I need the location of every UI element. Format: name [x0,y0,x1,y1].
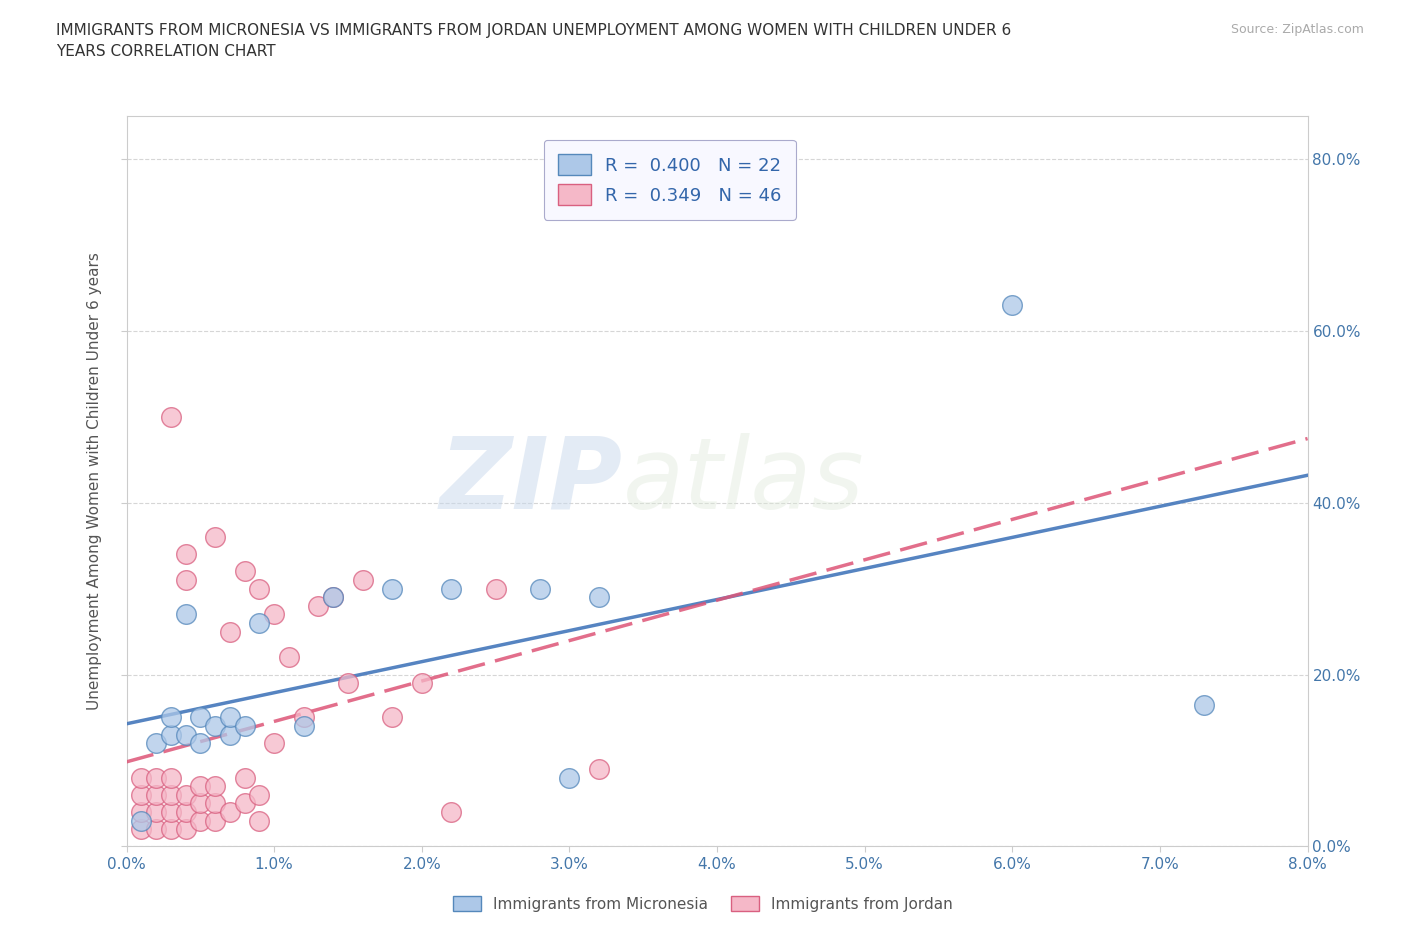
Point [129,813,153,828]
Text: IMMIGRANTS FROM MICRONESIA VS IMMIGRANTS FROM JORDAN UNEMPLOYMENT AMONG WOMEN WI: IMMIGRANTS FROM MICRONESIA VS IMMIGRANTS… [56,23,1011,60]
Point [204,719,226,734]
Point [129,804,153,819]
Point [145,788,167,803]
Point [160,409,183,424]
Point [188,778,212,793]
Point [219,727,242,742]
Point [484,581,508,596]
Point [174,573,197,588]
Point [352,573,374,588]
Point [160,822,183,837]
Point [145,804,167,819]
Text: ZIP: ZIP [440,432,623,530]
Point [174,547,197,562]
Point [440,804,463,819]
Point [322,590,344,604]
Text: Source: ZipAtlas.com: Source: ZipAtlas.com [1230,23,1364,36]
Point [174,727,197,742]
Point [1192,698,1215,712]
Point [129,788,153,803]
Point [145,822,167,837]
Point [129,770,153,785]
Point [1001,298,1024,312]
Point [174,804,197,819]
Point [263,736,285,751]
Point [249,813,271,828]
Point [278,650,301,665]
Point [249,616,271,631]
Point [145,770,167,785]
Point [160,804,183,819]
Point [174,788,197,803]
Point [249,788,271,803]
Point [188,796,212,811]
Point [188,813,212,828]
Point [160,727,183,742]
Point [160,788,183,803]
Point [145,736,167,751]
Point [160,710,183,724]
Point [588,762,610,777]
Point [381,710,404,724]
Point [337,676,360,691]
Point [204,796,226,811]
Text: atlas: atlas [623,432,865,530]
Point [233,770,256,785]
Point [529,581,551,596]
Point [204,813,226,828]
Point [307,598,329,613]
Point [174,822,197,837]
Point [160,770,183,785]
Point [219,710,242,724]
Point [322,590,344,604]
Point [174,607,197,622]
Point [411,676,433,691]
Point [233,719,256,734]
Point [219,804,242,819]
Point [440,581,463,596]
Point [188,736,212,751]
Point [204,530,226,545]
Legend: R =  0.400   N = 22, R =  0.349   N = 46: R = 0.400 N = 22, R = 0.349 N = 46 [544,140,796,219]
Point [219,624,242,639]
Point [188,710,212,724]
Point [263,607,285,622]
Point [292,710,315,724]
Point [558,770,581,785]
Point [292,719,315,734]
Point [381,581,404,596]
Y-axis label: Unemployment Among Women with Children Under 6 years: Unemployment Among Women with Children U… [87,252,103,711]
Legend: Immigrants from Micronesia, Immigrants from Jordan: Immigrants from Micronesia, Immigrants f… [447,889,959,918]
Point [588,590,610,604]
Point [233,796,256,811]
Point [129,822,153,837]
Point [249,581,271,596]
Point [204,778,226,793]
Point [233,564,256,578]
